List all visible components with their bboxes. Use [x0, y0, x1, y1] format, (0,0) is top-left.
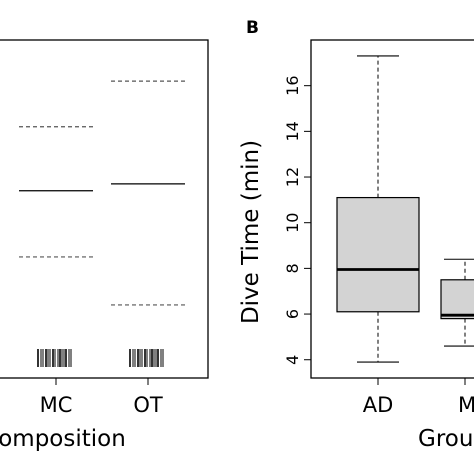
y-tick-label: 8 — [283, 263, 302, 273]
x-tick-label-mc: MC — [40, 393, 73, 417]
box-m — [440, 279, 474, 320]
panel-a-frame — [0, 39, 209, 379]
y-tick-label: 14 — [283, 121, 302, 141]
y-tick-label: 12 — [283, 167, 302, 187]
y-tick-label: 10 — [283, 213, 302, 233]
y-tick-label: 6 — [283, 309, 302, 319]
panel-b-y-axis-title: Dive Time (min) — [238, 140, 264, 324]
panel-a-rug — [37, 349, 164, 367]
panel-b-x-axis-title: Grou — [418, 426, 473, 452]
panel-a: MC OT omposition — [0, 39, 209, 452]
panel-a-marks — [19, 80, 185, 306]
x-tick-label-m: M — [458, 393, 474, 417]
y-tick-label: 4 — [283, 355, 302, 365]
panel-b-boxes — [336, 55, 474, 363]
panel-b-y-axis: 4 6 8 10 12 14 16 — [283, 75, 311, 365]
box-ad — [336, 196, 420, 313]
y-tick-label: 16 — [283, 75, 302, 95]
x-tick-label-ad: AD — [363, 393, 394, 417]
panel-b: B 4 6 8 10 12 14 16 AD M Grou Dive Time (min) — [238, 18, 474, 452]
panel-a-x-axis-title: omposition — [0, 426, 126, 452]
x-tick-label-ot: OT — [133, 393, 163, 417]
panel-b-frame — [310, 39, 474, 379]
panel-letter-b: B — [246, 18, 259, 38]
